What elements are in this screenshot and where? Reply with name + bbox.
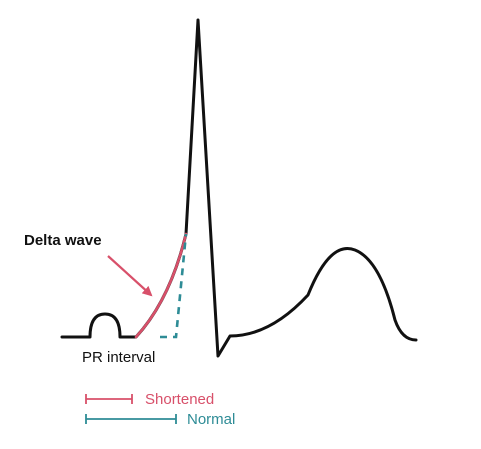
ecg-trace xyxy=(60,18,418,358)
legend-item-normal: Normal xyxy=(85,411,235,428)
legend-shortened-label: Shortened xyxy=(145,391,214,408)
delta-wave-label: Delta wave xyxy=(24,232,102,249)
pr-interval-label: PR interval xyxy=(82,349,155,366)
normal-upstroke-dashed xyxy=(160,233,188,339)
delta-wave-curve xyxy=(134,232,188,339)
legend-item-shortened: Shortened xyxy=(85,391,214,408)
legend-normal-label: Normal xyxy=(187,411,235,428)
delta-wave-arrow xyxy=(107,255,153,297)
